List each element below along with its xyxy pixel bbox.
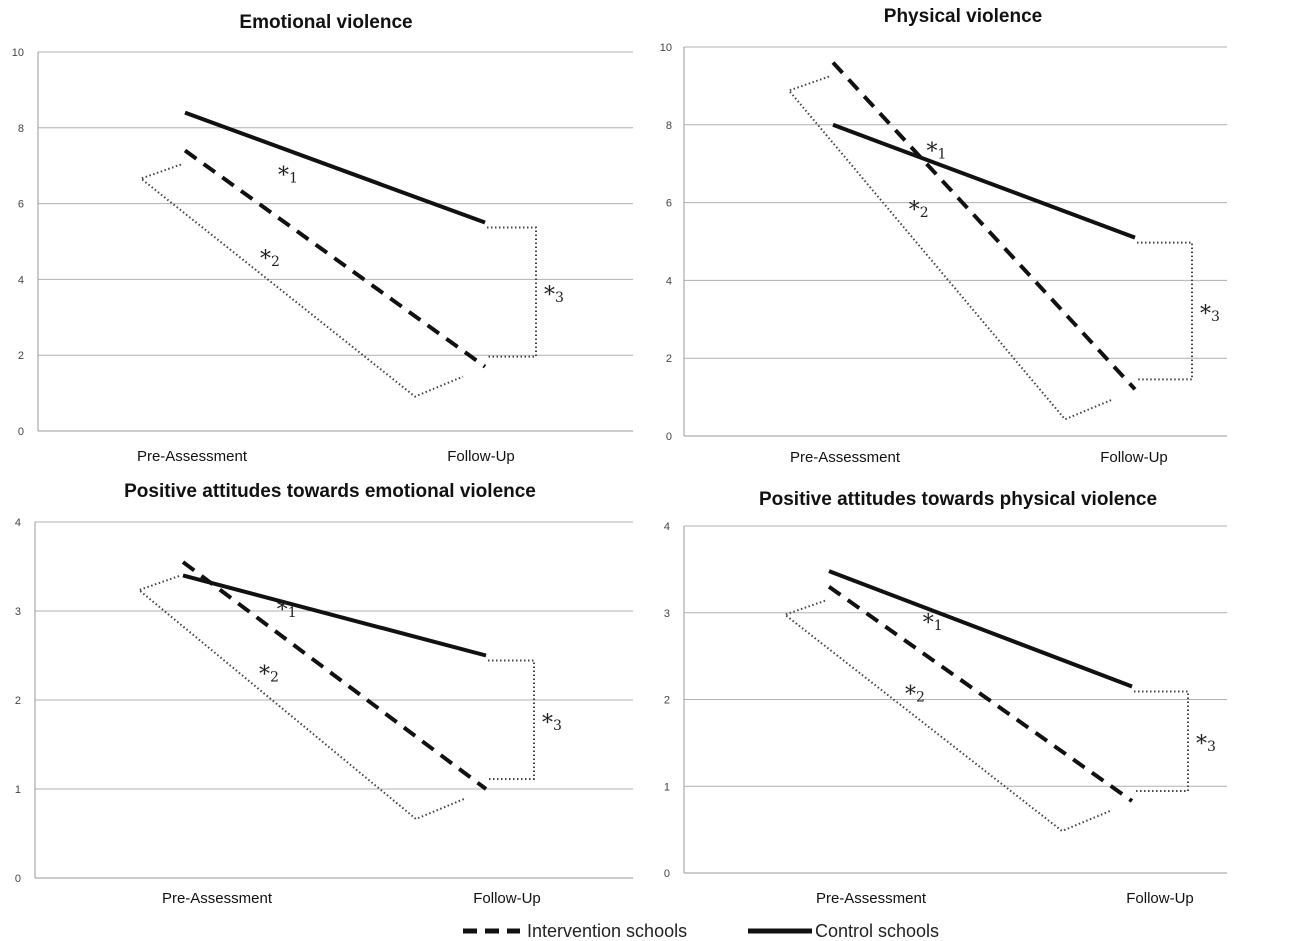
annotation-number: 2 <box>920 205 929 221</box>
annotation-2: *2 <box>259 662 279 687</box>
annotation-2: *2 <box>260 247 280 272</box>
chart-panel-4: Positive attitudes towards physical viol… <box>664 489 1227 907</box>
annotation-1: *1 <box>277 598 297 623</box>
y-tick-label: 10 <box>660 42 672 54</box>
y-tick-label: 4 <box>664 521 670 533</box>
annotation-marker: * <box>909 198 920 223</box>
x-category-label: Pre-Assessment <box>816 890 927 907</box>
x-category-label: Follow-Up <box>1126 890 1194 907</box>
legend: Intervention schools Control schools <box>463 921 939 941</box>
series-line-control <box>828 569 1133 689</box>
series-line-intervention <box>831 61 1137 391</box>
annotation-3: *3 <box>542 711 562 736</box>
y-tick-label: 2 <box>18 350 24 362</box>
chart-title: Emotional violence <box>239 12 412 33</box>
annotation-number: 1 <box>934 618 943 634</box>
y-tick-label: 2 <box>15 695 21 707</box>
y-tick-label: 0 <box>18 426 24 438</box>
series-line-control <box>184 110 486 225</box>
difference-bracket-left <box>136 575 465 821</box>
chart-panel-3: Positive attitudes towards emotional vio… <box>15 481 633 907</box>
annotation-marker: * <box>927 140 938 165</box>
annotation-marker: * <box>923 611 934 636</box>
annotation-1: *1 <box>927 140 947 165</box>
chart-title: Physical violence <box>884 6 1042 27</box>
annotation-number: 3 <box>1207 739 1216 755</box>
annotation-number: 2 <box>916 690 925 706</box>
y-tick-label: 1 <box>15 784 21 796</box>
x-category-label: Pre-Assessment <box>790 449 901 466</box>
difference-bracket-right <box>1137 241 1193 381</box>
annotation-marker: * <box>260 247 271 272</box>
y-tick-label: 2 <box>666 353 672 365</box>
y-tick-label: 8 <box>18 123 24 135</box>
y-tick-label: 0 <box>664 868 670 880</box>
annotation-3: *3 <box>544 283 564 308</box>
annotation-marker: * <box>1196 732 1207 757</box>
difference-bracket-left <box>138 163 464 398</box>
annotation-marker: * <box>905 683 916 708</box>
x-category-label: Follow-Up <box>447 448 515 465</box>
series-line-intervention <box>183 148 487 369</box>
annotation-number: 1 <box>288 605 297 621</box>
annotation-number: 1 <box>289 170 298 186</box>
y-tick-label: 4 <box>15 517 21 529</box>
y-tick-label: 10 <box>12 47 24 59</box>
annotation-1: *1 <box>923 611 943 636</box>
annotation-number: 2 <box>271 254 280 270</box>
y-tick-label: 3 <box>15 606 21 618</box>
chart-title: Positive attitudes towards physical viol… <box>759 489 1157 510</box>
annotation-number: 1 <box>938 147 947 163</box>
y-tick-label: 6 <box>18 199 24 211</box>
annotation-marker: * <box>278 163 289 188</box>
y-tick-label: 1 <box>664 781 670 793</box>
difference-bracket-left <box>787 75 1114 421</box>
series-line-control <box>182 573 487 658</box>
series-line-control <box>832 122 1136 240</box>
series-line-intervention <box>827 585 1134 803</box>
annotation-marker: * <box>259 662 270 687</box>
y-tick-label: 4 <box>666 275 672 287</box>
difference-bracket-right <box>1134 690 1189 792</box>
chart-panel-1: Emotional violence 0 2 4 6 8 10 Pre-Assessment F… <box>12 12 633 465</box>
x-category-label: Pre-Assessment <box>137 448 248 465</box>
y-tick-label: 0 <box>666 431 672 443</box>
y-tick-label: 3 <box>664 608 670 620</box>
annotation-marker: * <box>1200 302 1211 327</box>
legend-label-intervention: Intervention schools <box>527 921 687 941</box>
y-tick-label: 0 <box>15 873 21 885</box>
difference-bracket-left <box>782 599 1111 833</box>
annotation-number: 3 <box>555 290 564 306</box>
chart-title: Positive attitudes towards emotional vio… <box>124 481 536 502</box>
annotation-2: *2 <box>909 198 929 223</box>
annotation-3: *3 <box>1196 732 1216 757</box>
y-tick-label: 8 <box>666 120 672 132</box>
annotation-marker: * <box>277 598 288 623</box>
x-category-label: Follow-Up <box>473 890 541 907</box>
x-category-label: Pre-Assessment <box>162 890 273 907</box>
annotation-marker: * <box>544 283 555 308</box>
annotation-2: *2 <box>905 683 925 708</box>
annotation-1: *1 <box>278 163 298 188</box>
series-line-intervention <box>181 560 488 791</box>
y-tick-label: 2 <box>664 695 670 707</box>
annotation-marker: * <box>542 711 553 736</box>
annotation-3: *3 <box>1200 302 1220 327</box>
annotation-number: 3 <box>553 718 562 734</box>
y-tick-label: 4 <box>18 274 24 286</box>
annotation-number: 2 <box>270 669 279 685</box>
y-tick-label: 6 <box>666 198 672 210</box>
x-category-label: Follow-Up <box>1100 449 1168 466</box>
difference-bracket-right <box>487 226 537 358</box>
difference-bracket-right <box>488 659 535 780</box>
legend-label-control: Control schools <box>815 921 939 941</box>
chart-panel-2: Physical violence 0 2 4 6 8 10 Pre-Assessment Fo… <box>660 6 1227 466</box>
annotation-number: 3 <box>1211 309 1220 325</box>
